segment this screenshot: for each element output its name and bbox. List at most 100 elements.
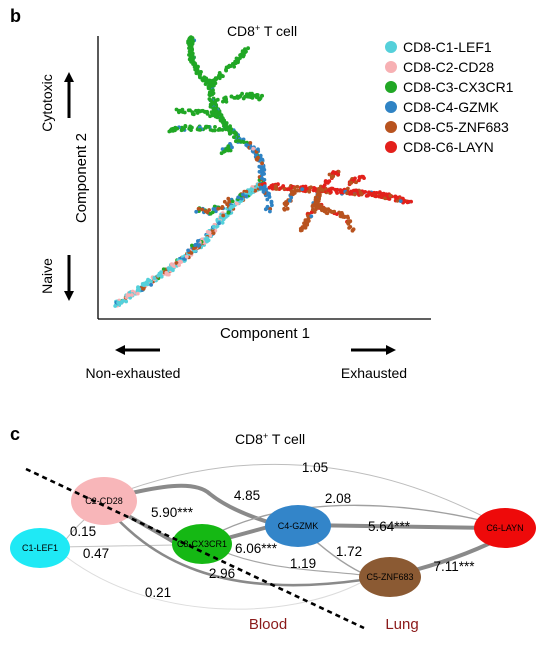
cell-point <box>187 126 192 131</box>
legend-label: CD8-C6-LAYN <box>403 139 494 155</box>
cell-point <box>244 194 249 199</box>
cell-point <box>405 200 410 205</box>
cell-point <box>219 151 224 156</box>
cell-point <box>230 145 234 150</box>
legend-marker <box>385 121 397 133</box>
cell-point <box>331 174 336 179</box>
cell-point <box>209 110 214 115</box>
cell-point <box>209 90 213 94</box>
cell-point <box>328 187 332 192</box>
panel-b-letter: b <box>10 6 21 26</box>
cell-point <box>211 79 216 84</box>
cell-point <box>166 272 171 277</box>
cell-point <box>310 207 315 212</box>
cell-point <box>130 293 134 297</box>
cell-point <box>304 218 309 223</box>
cell-point <box>190 36 195 40</box>
cell-point <box>113 304 118 308</box>
cell-point <box>212 224 216 229</box>
legend-marker <box>385 81 397 93</box>
cell-point <box>203 76 208 81</box>
cell-point <box>221 217 226 222</box>
cell-point <box>354 180 358 185</box>
node-c3-label: C3-CX3CR1 <box>177 539 227 549</box>
cell-point <box>262 184 267 189</box>
non-exhausted-caption: Non-exhausted <box>86 365 181 381</box>
cell-point <box>295 184 300 189</box>
cell-point <box>224 99 229 104</box>
cell-point <box>200 207 205 212</box>
cell-point <box>270 203 274 208</box>
cell-point <box>208 98 213 103</box>
y-axis-label: Component 2 <box>73 133 90 223</box>
cell-point <box>203 82 208 86</box>
cell-point <box>323 179 328 183</box>
edge-c1-c3 <box>59 544 175 548</box>
cell-point <box>173 128 177 133</box>
cell-point <box>212 83 216 88</box>
cell-point <box>171 264 176 268</box>
cell-point <box>203 209 208 214</box>
cell-point <box>339 189 343 193</box>
cell-point <box>197 73 202 78</box>
cell-point <box>216 75 221 79</box>
cell-point <box>270 186 275 191</box>
cell-point <box>211 207 216 211</box>
cell-point <box>357 178 361 183</box>
node-c5: C5-ZNF683 <box>359 557 421 597</box>
cell-point <box>147 278 152 283</box>
cell-point <box>141 286 146 291</box>
cell-point <box>377 194 382 199</box>
cell-point <box>306 214 310 218</box>
legend-item-c2: CD8-C2-CD28 <box>385 59 494 75</box>
legend-item-c3: CD8-C3-CX3CR1 <box>385 79 514 95</box>
cell-point <box>223 95 228 100</box>
cell-point <box>313 201 318 206</box>
cell-point <box>247 95 252 99</box>
cell-point <box>346 220 350 224</box>
cell-point <box>300 187 305 192</box>
cell-point <box>318 205 323 210</box>
cell-point <box>244 143 249 147</box>
cell-point <box>182 110 187 115</box>
cell-point <box>342 215 347 220</box>
cell-point <box>126 293 131 298</box>
cell-point <box>267 195 272 199</box>
cell-point <box>259 165 263 170</box>
cell-point <box>226 64 231 69</box>
cell-point <box>292 186 297 190</box>
cell-point <box>385 194 390 198</box>
cell-point <box>361 174 365 179</box>
edge-c3-c5 <box>212 546 363 576</box>
cell-point <box>222 199 227 204</box>
cell-point <box>366 193 370 198</box>
cell-point <box>330 171 335 176</box>
cell-point <box>205 239 209 244</box>
legend-label: CD8-C3-CX3CR1 <box>403 79 514 95</box>
edge-label-c3-c4: 6.06*** <box>235 541 278 556</box>
cell-point <box>316 187 321 191</box>
cell-point <box>282 207 287 212</box>
cell-point <box>273 186 278 191</box>
panel-c-letter: c <box>10 424 20 444</box>
cell-point <box>220 127 225 132</box>
cell-point <box>256 155 260 160</box>
cell-point <box>159 270 164 274</box>
cell-point <box>302 189 307 193</box>
cell-point <box>349 189 353 194</box>
cell-point <box>135 291 140 296</box>
node-c5-ellipse <box>359 557 421 597</box>
panel-b-title: CD8+ T cell <box>227 23 297 39</box>
cell-point <box>289 195 294 200</box>
edge-label-c3-c6: 2.08 <box>325 491 351 506</box>
cell-point <box>351 227 356 232</box>
cell-point <box>235 57 240 61</box>
cell-point <box>192 65 197 69</box>
legend-marker <box>385 41 397 53</box>
cell-point <box>315 205 320 210</box>
cell-point <box>187 49 192 54</box>
cell-point <box>354 189 359 193</box>
node-c1-label: C1-LEF1 <box>22 543 58 553</box>
cell-point <box>293 189 297 193</box>
